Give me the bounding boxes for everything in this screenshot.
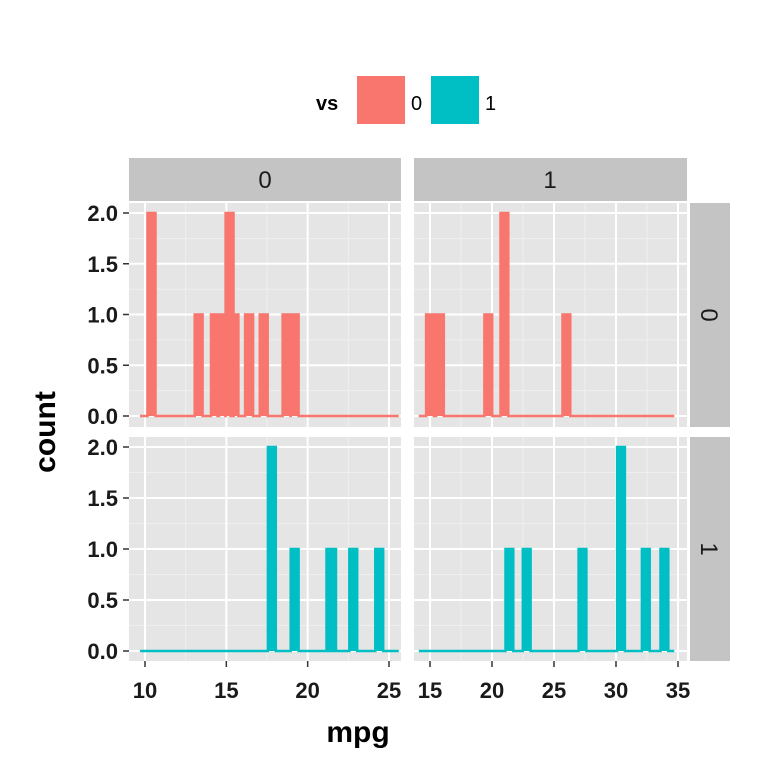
series-r0-c0 [140, 211, 399, 418]
y-tick-label: 0.5 [87, 588, 118, 613]
histogram-bar [578, 549, 587, 651]
y-tick-label: 1.0 [87, 537, 118, 562]
facet-panels [129, 203, 687, 661]
y-tick-label: 1.5 [87, 486, 118, 511]
legend-label-0: 0 [411, 93, 422, 115]
histogram-bar [282, 314, 291, 416]
histogram-bar [245, 314, 254, 416]
legend-swatch-1 [431, 76, 479, 124]
x-tick-label: 25 [542, 678, 566, 703]
x-axis-c1: 15 20 25 30 35 [418, 661, 690, 703]
y-tick-label: 2.0 [87, 435, 118, 460]
x-axis-title: mpg [326, 716, 389, 749]
x-tick-label: 20 [295, 678, 319, 703]
x-axis-c0: 10 15 20 25 [133, 661, 401, 703]
x-tick-label: 15 [214, 678, 238, 703]
row-strips: 0 1 [690, 203, 730, 661]
column-strip-label-1: 1 [543, 167, 556, 194]
axes: 0.00.51.01.52.00.00.51.01.52.010 15 20 25 15… [87, 201, 690, 703]
histogram-bar [194, 314, 203, 416]
legend-title: vs [316, 93, 338, 115]
x-tick-label: 15 [418, 678, 442, 703]
histogram-bar [328, 549, 337, 651]
panel-r1-c0 [129, 437, 401, 661]
histogram-bar [349, 549, 358, 651]
histogram-bar [617, 447, 625, 651]
histogram-bar [210, 314, 219, 416]
histogram-bar [500, 213, 509, 416]
column-strip-0 [129, 158, 401, 201]
legend: vs 0 1 [316, 76, 496, 124]
histogram-bar [562, 314, 571, 416]
histogram-bar [436, 314, 444, 416]
row-strip-label-1: 1 [695, 542, 722, 555]
y-tick-label: 1.5 [87, 252, 118, 277]
y-tick-label: 0.5 [87, 353, 118, 378]
histogram-bar [484, 314, 493, 416]
x-tick-label: 35 [666, 678, 690, 703]
row-strip-1 [690, 437, 730, 661]
x-tick-label: 25 [377, 678, 401, 703]
histogram-bar [267, 447, 276, 651]
histogram-bar [259, 314, 268, 416]
y-axis-title: count [29, 391, 62, 473]
histogram-bar [522, 549, 531, 651]
column-strips: 0 1 [129, 158, 687, 201]
row-strip-0 [690, 203, 730, 427]
histogram-bar [660, 549, 669, 651]
y-tick-label: 1.0 [87, 303, 118, 328]
histogram-bar [375, 549, 384, 651]
legend-swatch-0 [357, 76, 405, 124]
series-r0-c1 [418, 211, 675, 418]
legend-label-1: 1 [485, 93, 496, 115]
column-strip-1 [414, 158, 687, 201]
histogram-bar [290, 549, 299, 651]
series-r1-c1 [418, 445, 675, 653]
y-axis-r0: 0.0 0.5 1.0 1.5 2.0 [87, 201, 129, 429]
histogram-bar [230, 314, 239, 416]
x-tick-label: 20 [480, 678, 504, 703]
y-axis-r1: 0.0 0.5 1.0 1.5 2.0 [87, 435, 129, 664]
panel-r0-c1 [414, 203, 687, 427]
series-r1-c0 [140, 445, 399, 653]
histogram-bar [147, 213, 156, 416]
series-outline [418, 445, 675, 653]
histogram-bar [641, 549, 650, 651]
histogram-bar [225, 213, 234, 416]
y-tick-label: 0.0 [87, 639, 118, 664]
histogram-bar [505, 549, 514, 651]
row-strip-label-0: 0 [695, 308, 722, 321]
x-tick-label: 10 [133, 678, 157, 703]
histogram-bar [426, 314, 434, 416]
x-tick-label: 30 [604, 678, 628, 703]
y-tick-label: 0.0 [87, 404, 118, 429]
y-tick-label: 2.0 [87, 201, 118, 226]
column-strip-label-0: 0 [258, 167, 271, 194]
histogram-bar [217, 314, 226, 416]
histogram-bar [290, 314, 299, 416]
